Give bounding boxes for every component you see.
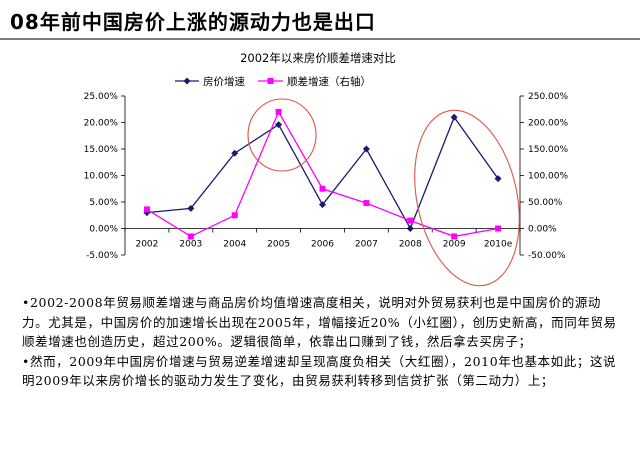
commentary: •2002-2008年贸易顺差增速与商品房价均值增速高度相关，说明对外贸易获利也… [22, 293, 617, 391]
data-point-trade-surplus [407, 217, 414, 224]
right-axis-tick-label: 200.00% [528, 119, 568, 129]
data-point-house-price [406, 225, 414, 232]
left-axis-tick-label: 0.00% [89, 225, 118, 235]
data-point-trade-surplus [231, 212, 238, 219]
data-point-house-price [231, 149, 239, 157]
right-axis-tick-label: 150.00% [528, 145, 568, 155]
data-point-house-price [187, 204, 195, 212]
x-axis-tick-label: 2002 [135, 240, 158, 250]
x-axis-tick-label: 2007 [355, 240, 378, 250]
x-axis-tick-label: 2005 [267, 240, 290, 250]
legend-label-house-price: 房价增速 [203, 75, 245, 88]
data-point-house-price [494, 175, 502, 183]
legend-marker-diamond [183, 77, 191, 85]
data-point-house-price [319, 201, 326, 209]
data-point-trade-surplus [451, 233, 458, 240]
data-point-trade-surplus [363, 200, 370, 207]
legend: 房价增速 顺差增速（右轴） [175, 75, 371, 88]
data-point-house-price [450, 113, 458, 121]
data-point-trade-surplus [275, 108, 282, 115]
bullet-point-1: •2002-2008年贸易顺差增速与商品房价均值增速高度相关，说明对外贸易获利也… [22, 295, 617, 349]
data-point-trade-surplus [319, 185, 326, 192]
data-point-trade-surplus [495, 225, 502, 232]
left-axis-tick-label: 20.00% [84, 119, 119, 129]
x-axis-tick-label: 2006 [311, 240, 334, 250]
right-axis-tick-label: 100.00% [528, 172, 568, 182]
highlight-circle-2005 [247, 98, 317, 172]
legend-marker-square [267, 78, 274, 84]
chart-title: 2002年以来房价顺差增速对比 [240, 51, 396, 65]
x-axis-tick-label: 2003 [179, 240, 202, 250]
left-axis-tick-label: 15.00% [84, 145, 119, 155]
highlight-circle-2009-2010 [414, 109, 520, 287]
data-point-trade-surplus [187, 233, 194, 240]
legend-label-trade-surplus: 顺差增速（右轴） [287, 75, 371, 88]
data-point-house-price [362, 145, 370, 153]
x-axis-tick-label: 2008 [399, 240, 422, 250]
left-axis-tick-label: 10.00% [84, 172, 119, 182]
x-axis-tick-label: 2004 [223, 240, 246, 250]
series-line-house-price [146, 115, 499, 231]
right-axis-tick-label: 0.00% [528, 225, 557, 235]
series-line-trade-surplus [146, 110, 499, 238]
title-divider [0, 38, 640, 40]
right-axis-tick-label: 50.00% [528, 198, 563, 208]
slide-title: 08年前中国房价上涨的源动力也是出口 [10, 10, 376, 34]
left-axis-tick-label: 5.00% [89, 198, 118, 208]
x-axis-tick-label: 2009 [443, 240, 466, 250]
right-axis-tick-label: 250.00% [528, 92, 568, 102]
right-axis-tick-label: -50.00% [528, 251, 566, 261]
line-chart: 2002年以来房价顺差增速对比 房价增速 顺差增速（右轴） -5.00% 0.00… [84, 51, 568, 287]
data-point-trade-surplus [143, 206, 150, 213]
x-axis-tick-label: 2010e [484, 240, 513, 250]
left-axis-tick-label: 25.00% [84, 92, 119, 102]
data-point-house-price [275, 121, 283, 129]
left-axis-tick-label: -5.00% [86, 251, 118, 261]
bullet-point-2: •然而，2009年中国房价增速与贸易逆差增速却呈现高度负相关（大红圈），2010… [22, 353, 617, 389]
